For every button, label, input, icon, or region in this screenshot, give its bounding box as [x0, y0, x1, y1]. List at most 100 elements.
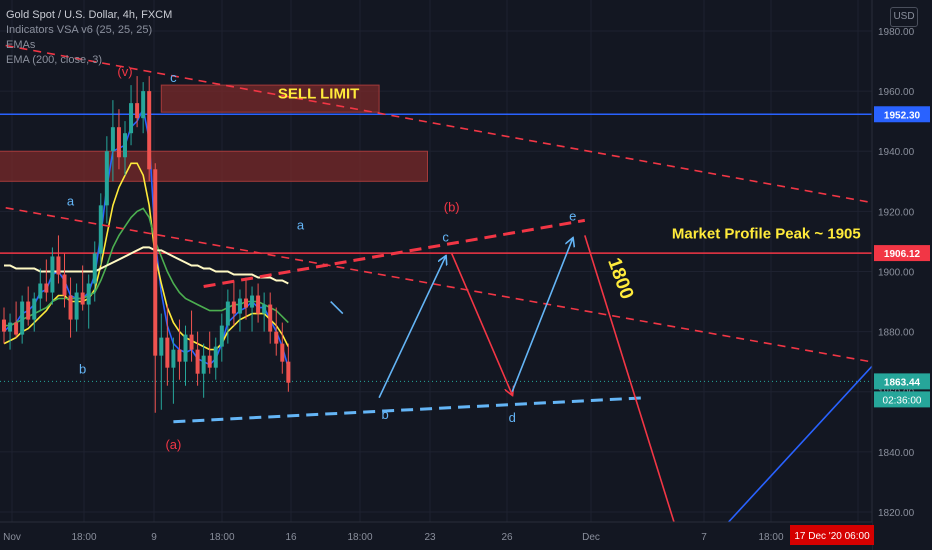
ema-fast[interactable]	[3, 106, 290, 368]
candle-body[interactable]	[213, 346, 218, 368]
price-label-1952.30: 1952.30	[884, 110, 921, 121]
future-rise[interactable]	[723, 349, 888, 528]
candle-body[interactable]	[26, 301, 31, 320]
annotation-6: b	[79, 362, 86, 377]
time-tick-2: 9	[151, 532, 157, 543]
wave-up-e[interactable]	[511, 238, 573, 393]
candle-body[interactable]	[56, 256, 61, 275]
candle-body[interactable]	[189, 334, 194, 350]
candle-body[interactable]	[165, 337, 170, 368]
candle-body[interactable]	[244, 298, 248, 308]
candle-body[interactable]	[50, 256, 55, 293]
countdown-label: 02:36:00	[883, 395, 922, 406]
annotation-3: (v)	[117, 64, 132, 79]
candle-body[interactable]	[286, 361, 291, 383]
candle-body[interactable]	[256, 295, 261, 314]
candle-body[interactable]	[201, 355, 206, 374]
candle-body[interactable]	[268, 304, 273, 332]
candle-body[interactable]	[225, 301, 230, 326]
price-label-bg	[874, 373, 930, 390]
candle-body[interactable]	[219, 325, 224, 347]
candle-body[interactable]	[62, 274, 67, 296]
candle-body[interactable]	[68, 295, 73, 320]
candle-body[interactable]	[38, 283, 43, 299]
candle-body[interactable]	[262, 304, 267, 314]
annotation-4: c	[170, 70, 177, 85]
downtrend-lower[interactable]	[0, 205, 888, 366]
candle-body[interactable]	[274, 331, 279, 344]
candle-body[interactable]	[231, 301, 236, 314]
annotation-9: (b)	[444, 199, 460, 214]
time-axis	[0, 522, 872, 550]
candle-body[interactable]	[44, 283, 49, 293]
annotation-7: (a)	[165, 437, 181, 452]
time-tick-4: 16	[285, 532, 297, 543]
countdown-bg	[874, 391, 930, 408]
currency-button[interactable]: USD	[890, 7, 918, 27]
candle-body[interactable]	[135, 103, 140, 119]
time-tick-7: 26	[501, 532, 513, 543]
down-arrow[interactable]	[330, 300, 344, 315]
annotation-2: 1800	[603, 255, 637, 302]
candle-body[interactable]	[129, 103, 134, 134]
candle-body[interactable]	[20, 301, 25, 335]
candle-body[interactable]	[280, 343, 285, 362]
resistance-zone	[0, 150, 429, 182]
price-axis	[872, 0, 932, 550]
time-tick-1: 18:00	[71, 532, 96, 543]
price-label-1906.12: 1906.12	[884, 249, 921, 260]
price-tick-1880: 1880.00	[878, 328, 915, 339]
candle-body[interactable]	[250, 295, 255, 308]
candle-body[interactable]	[177, 349, 182, 362]
indicator-emas[interactable]: EMAs	[6, 39, 36, 51]
candle-body[interactable]	[2, 319, 6, 332]
candle-body[interactable]	[237, 298, 242, 314]
annotation-0: SELL LIMIT	[278, 86, 359, 103]
price-tick-1920: 1920.00	[878, 207, 915, 218]
candle-body[interactable]	[116, 127, 121, 158]
candle-body[interactable]	[110, 127, 115, 152]
annotation-12: b	[382, 407, 389, 422]
candle-body[interactable]	[147, 91, 152, 170]
wave-down-target[interactable]	[584, 235, 677, 528]
support-line[interactable]	[173, 396, 646, 424]
date-cursor-bg[interactable]	[790, 525, 874, 545]
candle-body[interactable]	[153, 169, 158, 356]
candle-body[interactable]	[92, 253, 97, 284]
candle-body[interactable]	[8, 322, 13, 332]
sell-limit-zone	[160, 84, 380, 113]
price-label-bg	[874, 106, 930, 123]
candle-body[interactable]	[32, 298, 37, 320]
b-wave-line[interactable]	[203, 218, 586, 288]
price-tick-1820: 1820.00	[878, 508, 915, 519]
annotation-8: a	[297, 217, 305, 232]
ema-mid[interactable]	[3, 162, 290, 351]
candle-body[interactable]	[207, 355, 212, 368]
candle-body[interactable]	[14, 322, 19, 335]
time-tick-0: Nov	[3, 532, 21, 543]
date-cursor: 17 Dec '20 06:00	[794, 531, 870, 542]
candle-body[interactable]	[86, 283, 91, 305]
symbol-title[interactable]: Gold Spot / U.S. Dollar, 4h, FXCM	[6, 9, 173, 21]
candle-body[interactable]	[104, 151, 109, 206]
candle-body[interactable]	[98, 205, 103, 254]
time-tick-3: 18:00	[209, 532, 234, 543]
wave-up-c[interactable]	[378, 256, 446, 399]
candle-body[interactable]	[74, 292, 79, 320]
candle-body[interactable]	[171, 349, 176, 368]
candle-body[interactable]	[195, 349, 200, 374]
chart-legend: Gold Spot / U.S. Dollar, 4h, FXCM Indica…	[6, 8, 172, 68]
time-tick-9: 7	[701, 532, 707, 543]
price-tick-1960: 1960.00	[878, 87, 915, 98]
candle-body[interactable]	[80, 292, 85, 305]
indicator-vsa[interactable]: Indicators VSA v6 (25, 25, 25)	[6, 24, 153, 36]
price-tick-1980: 1980.00	[878, 27, 915, 38]
candle-body[interactable]	[159, 337, 164, 356]
wave-down-d[interactable]	[450, 253, 513, 394]
indicator-ema200[interactable]: EMA (200, close, 3)	[6, 54, 102, 66]
candle-body[interactable]	[123, 133, 127, 158]
downtrend-upper[interactable]	[0, 43, 888, 207]
candle-body[interactable]	[183, 334, 188, 362]
candle-body[interactable]	[141, 91, 146, 119]
